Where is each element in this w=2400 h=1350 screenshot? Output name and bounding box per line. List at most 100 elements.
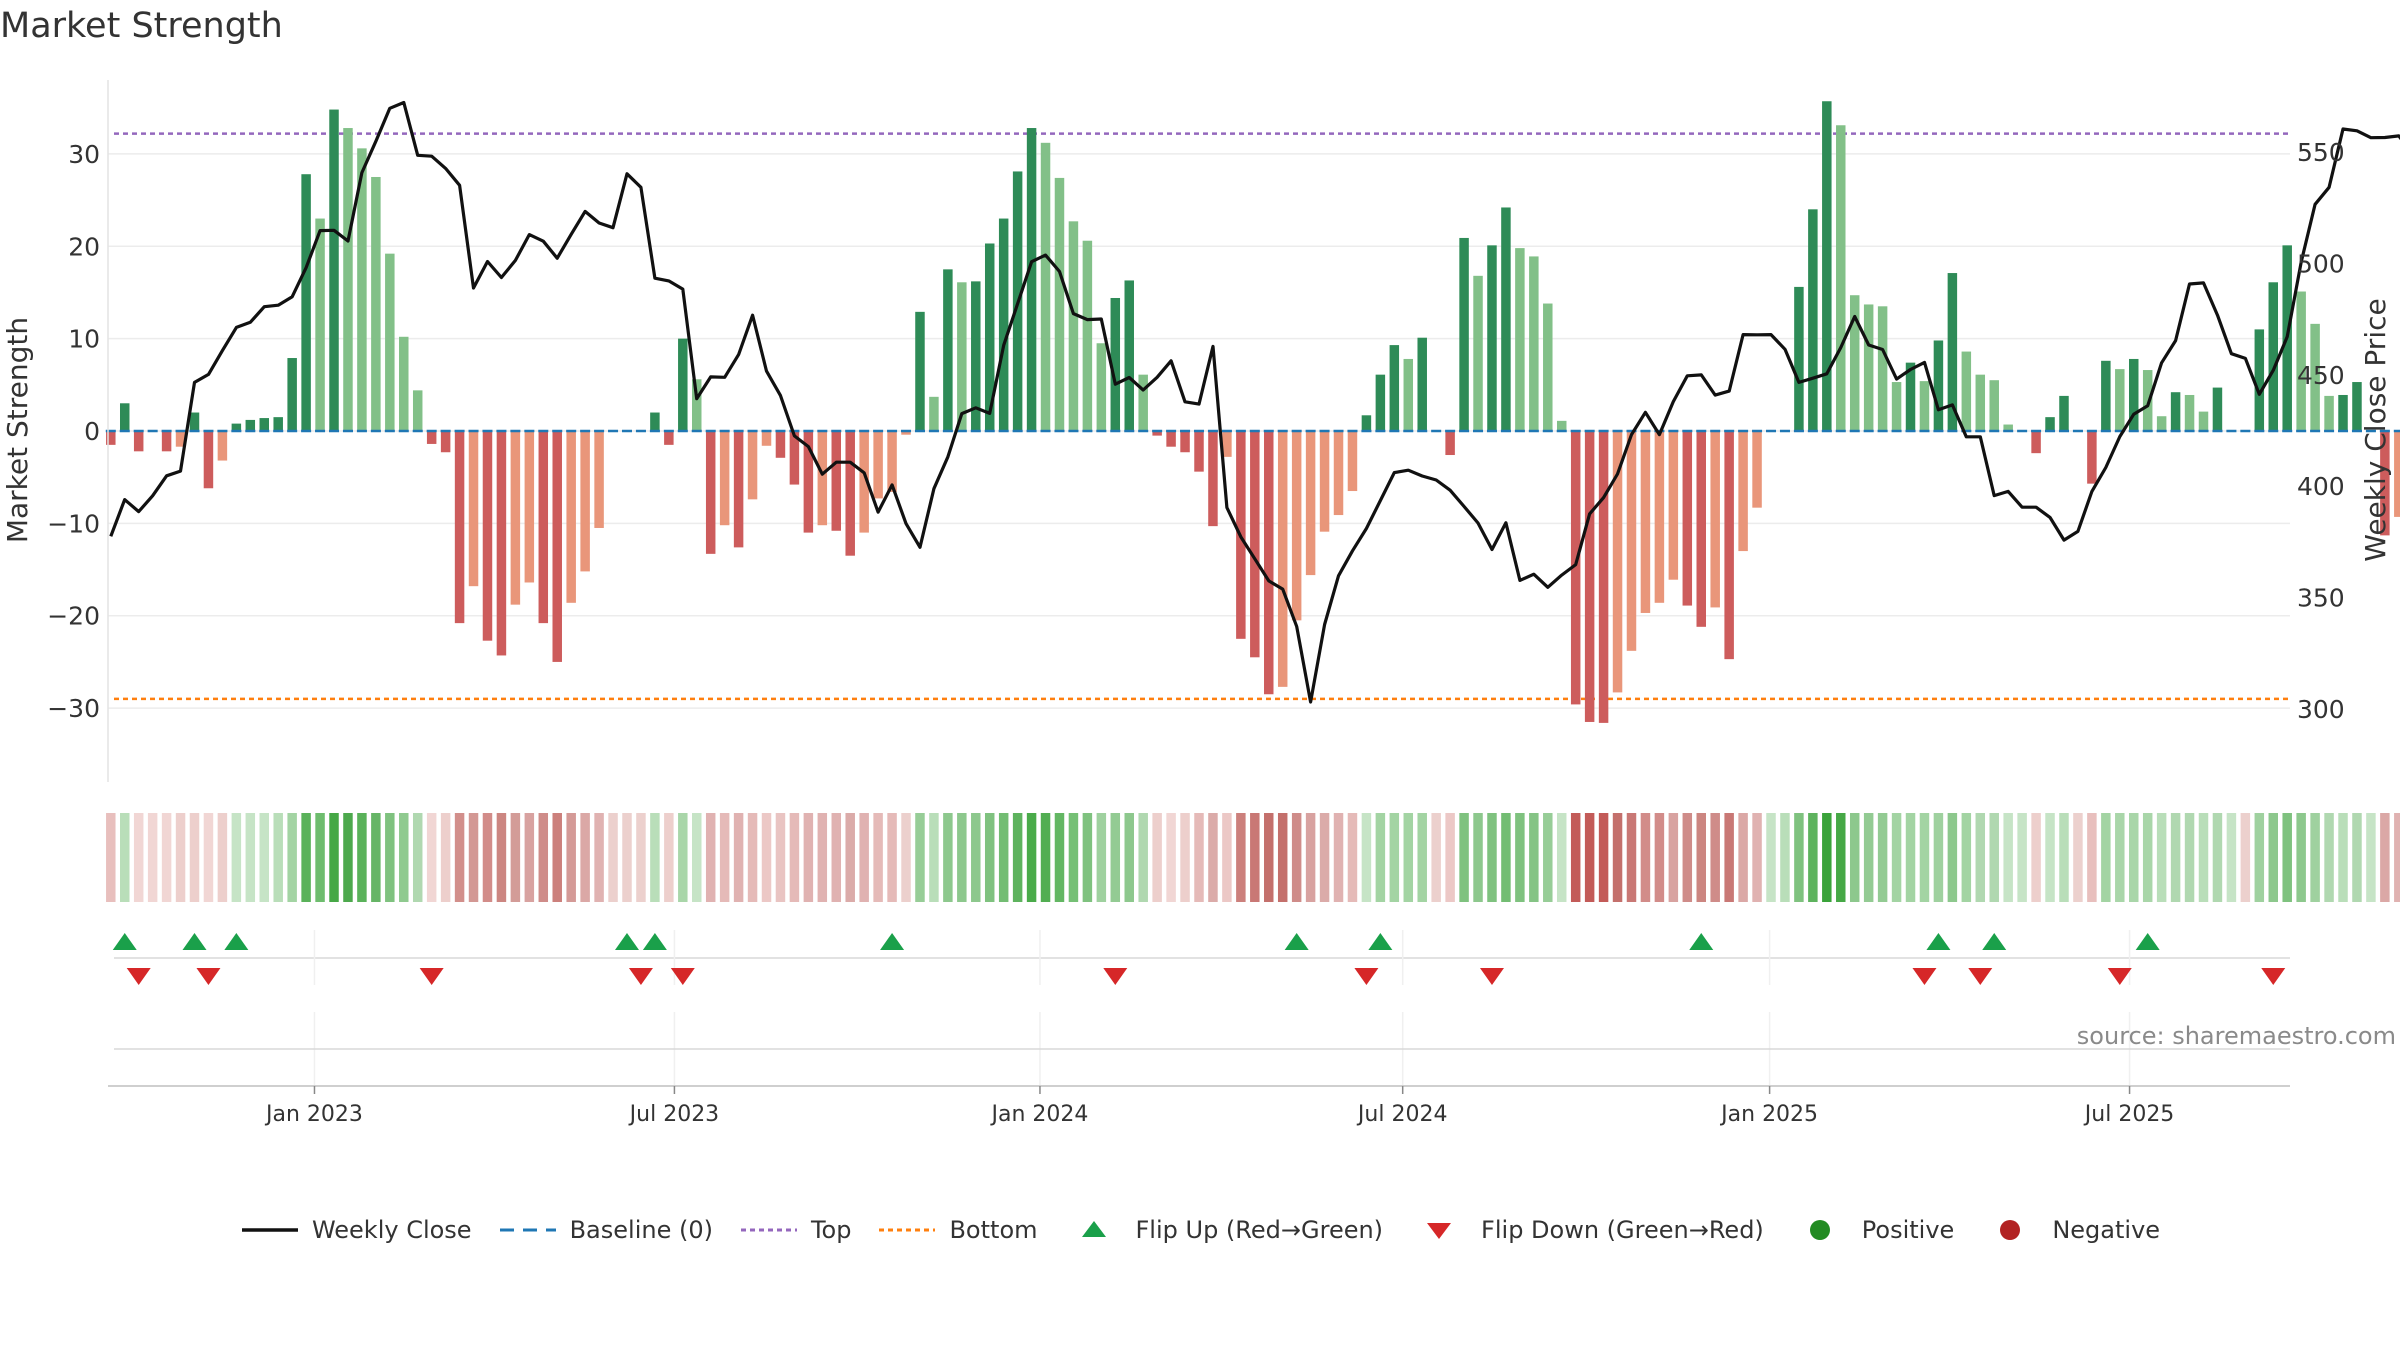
strength-bar (2380, 431, 2390, 536)
heat-cell (1403, 813, 1414, 902)
heat-cell (1152, 813, 1162, 902)
strength-bar (1459, 237, 1469, 431)
heat-cell (650, 813, 660, 902)
heat-cell (2017, 813, 2027, 902)
strength-bar (580, 431, 590, 572)
y-axis-left-label: Market Strength (1, 317, 34, 543)
strength-bar (1096, 343, 1107, 431)
strength-bar (1696, 431, 1706, 627)
strength-bar (1570, 431, 1581, 705)
heat-cell (496, 813, 507, 902)
flip-up-marker (1926, 933, 1951, 950)
flip-up-marker (1368, 933, 1393, 950)
heat-cell (984, 813, 995, 902)
legend-item-top[interactable]: Top (739, 1216, 851, 1244)
heat-cell (2101, 813, 2111, 902)
page-title: Market Strength (0, 6, 283, 46)
heat-cell (1696, 813, 1706, 902)
heat-cell (1947, 813, 1958, 902)
flip-down-marker (126, 968, 151, 985)
strength-bar (1836, 125, 1846, 431)
flip-up-marker (224, 933, 249, 950)
legend-item-negative[interactable]: Negative (1980, 1216, 2160, 1244)
strength-bar (1487, 245, 1497, 431)
heat-cell (2003, 813, 2013, 902)
strength-bar (998, 218, 1009, 431)
strength-bar (2394, 431, 2400, 517)
strength-bar (1375, 374, 1386, 431)
threshold-layer (114, 132, 2290, 701)
heat-cell (1487, 813, 1497, 902)
strength-bar (650, 412, 660, 431)
strength-bar (1989, 380, 1999, 431)
legend-item-flip_up[interactable]: Flip Up (Red→Green) (1064, 1216, 1383, 1244)
strength-bar (1305, 431, 1316, 576)
strength-bars (106, 101, 2400, 723)
heat-cell (2352, 813, 2362, 902)
heat-cell (1933, 813, 1944, 902)
strength-bar (2087, 431, 2097, 484)
heat-cell (440, 813, 451, 902)
strength-bar (943, 269, 953, 431)
axis-layer: −30 −20 −10 0 10 20 30 300 350 400 450 500 550 (47, 80, 2345, 782)
strength-bar (1403, 358, 1414, 431)
legend-item-bottom[interactable]: Bottom (877, 1216, 1038, 1244)
heat-cell (1347, 813, 1358, 902)
heat-cell (203, 813, 214, 902)
strength-bar (761, 431, 772, 446)
y-tick-label: 0 (84, 417, 100, 446)
strength-bar (678, 338, 688, 431)
heat-cell (1710, 813, 1720, 902)
flip-down-marker (419, 968, 444, 985)
heat-cell (1208, 813, 1218, 902)
strength-bar (747, 431, 758, 500)
legend-label: Flip Down (Green→Red) (1481, 1216, 1764, 1244)
strength-bar (1738, 431, 1748, 552)
heat-cell (594, 813, 604, 902)
legend-item-positive[interactable]: Positive (1790, 1216, 1954, 1244)
strength-bar (1082, 240, 1093, 431)
strength-bar (1529, 256, 1539, 431)
legend-item-flip_down[interactable]: Flip Down (Green→Red) (1409, 1216, 1764, 1244)
strength-bar (2352, 382, 2362, 431)
y-tick-label: 30 (68, 140, 100, 169)
strength-bar (175, 431, 186, 447)
strength-bar (594, 431, 604, 528)
strength-bar (2059, 395, 2069, 431)
strength-bar (915, 311, 925, 431)
x-tick-label: Jan 2025 (1719, 1102, 1818, 1127)
strength-bar (189, 412, 200, 431)
legend-negative-symbol (2000, 1220, 2021, 1240)
strength-bar (2310, 323, 2320, 431)
heat-cell (1794, 813, 1804, 902)
weekly-close-line-layer (109, 100, 2400, 704)
strength-bar (845, 431, 855, 556)
heat-cell (1724, 813, 1734, 902)
legend-item-baseline[interactable]: Baseline (0) (498, 1216, 713, 1244)
heat-cell (1905, 813, 1916, 902)
heat-cell (2296, 813, 2306, 902)
strength-bar (2184, 394, 2195, 431)
heat-cell (399, 813, 409, 902)
heat-cell (775, 813, 786, 902)
strength-bar (259, 418, 269, 431)
heat-cell (887, 813, 897, 902)
heat-cell (2366, 813, 2376, 902)
heat-cell (2156, 813, 2167, 902)
heat-cell (1305, 813, 1316, 902)
heat-cell (301, 813, 311, 902)
heat-cell (468, 813, 479, 902)
heat-cell (1863, 813, 1874, 902)
strength-bar (2212, 387, 2223, 431)
strength-bar (301, 174, 311, 431)
heat-cell (915, 813, 925, 902)
heat-cell (608, 813, 618, 902)
strength-bar (733, 431, 744, 548)
legend-item-close[interactable]: Weekly Close (240, 1216, 472, 1244)
heat-cell (231, 813, 242, 902)
heat-cell (1166, 813, 1176, 902)
strength-bar (2170, 392, 2181, 431)
strength-bar (552, 431, 562, 662)
strength-bar (1682, 431, 1693, 606)
strength-bar (1277, 431, 1288, 687)
